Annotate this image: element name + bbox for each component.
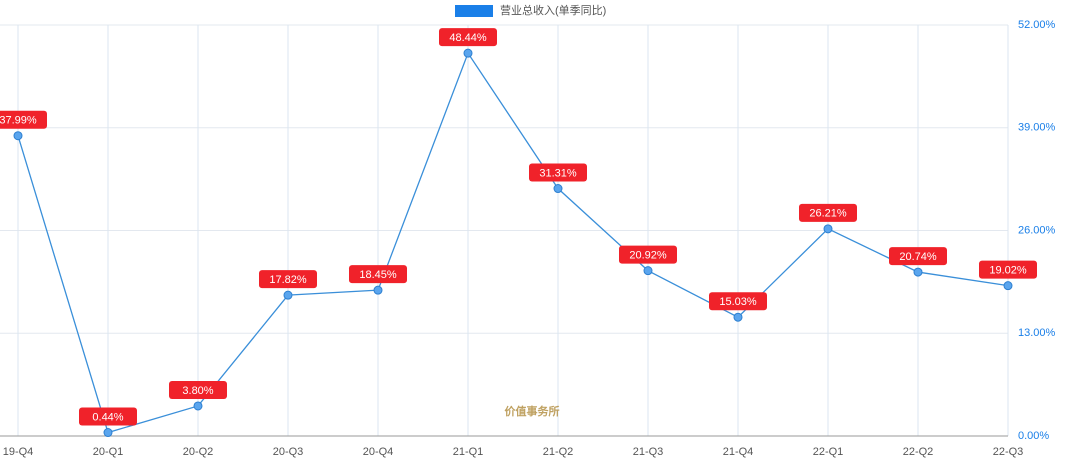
legend-swatch (455, 5, 493, 17)
y-tick-label: 39.00% (1018, 122, 1056, 134)
x-tick-label: 20-Q2 (183, 446, 214, 458)
x-tick-label: 22-Q3 (993, 446, 1024, 458)
data-label-box (889, 247, 947, 266)
data-label-box (619, 245, 677, 264)
x-tick-label: 20-Q3 (273, 446, 304, 458)
data-label: 31.31% (539, 167, 577, 179)
series-line (17, 51, 1009, 434)
data-label-box (439, 28, 497, 47)
x-tick-label: 20-Q1 (93, 446, 124, 458)
x-tick-label: 21-Q2 (543, 446, 574, 458)
x-tick-label: 19-Q4 (3, 446, 34, 458)
legend-label: 营业总收入(单季同比) (500, 3, 606, 17)
x-tick-label: 22-Q2 (903, 446, 934, 458)
data-label: 17.82% (269, 274, 307, 286)
data-label-box (0, 110, 47, 129)
data-label: 37.99% (0, 115, 37, 127)
data-label: 3.80% (182, 385, 213, 397)
watermark: 价值事务所 (505, 404, 560, 418)
data-label: 26.21% (809, 208, 847, 220)
data-point (13, 131, 23, 141)
data-label: 19.02% (989, 265, 1027, 277)
data-point (553, 184, 563, 194)
data-label: 48.44% (449, 32, 487, 44)
data-point (463, 48, 473, 58)
data-label-box (259, 270, 317, 289)
data-label: 0.44% (92, 411, 123, 423)
data-point (193, 401, 203, 411)
data-label-box (169, 380, 227, 399)
data-point (823, 224, 833, 234)
y-tick-label: 26.00% (1018, 224, 1056, 236)
data-label: 20.92% (629, 250, 667, 262)
data-label-box (979, 260, 1037, 279)
data-point (643, 266, 653, 276)
y-tick-label: 0.00% (1018, 430, 1049, 442)
x-tick-label: 21-Q1 (453, 446, 484, 458)
y-tick-label: 52.00% (1018, 19, 1056, 31)
x-tick-label: 20-Q4 (363, 446, 394, 458)
data-label-box (709, 292, 767, 311)
data-point (733, 312, 743, 322)
data-label: 15.03% (719, 296, 757, 308)
x-tick-label: 21-Q3 (633, 446, 664, 458)
data-point (913, 267, 923, 277)
data-label-box (799, 203, 857, 222)
data-label: 18.45% (359, 269, 397, 281)
y-tick-label: 13.00% (1018, 327, 1056, 339)
data-point (103, 428, 113, 438)
data-point (283, 290, 293, 300)
data-label-box (349, 265, 407, 284)
x-tick-label: 21-Q4 (723, 446, 754, 458)
data-point (373, 285, 383, 295)
data-label-box (79, 407, 137, 426)
x-tick-label: 22-Q1 (813, 446, 844, 458)
data-point (1003, 281, 1013, 291)
data-label: 20.74% (899, 251, 937, 263)
data-label-box (529, 163, 587, 182)
